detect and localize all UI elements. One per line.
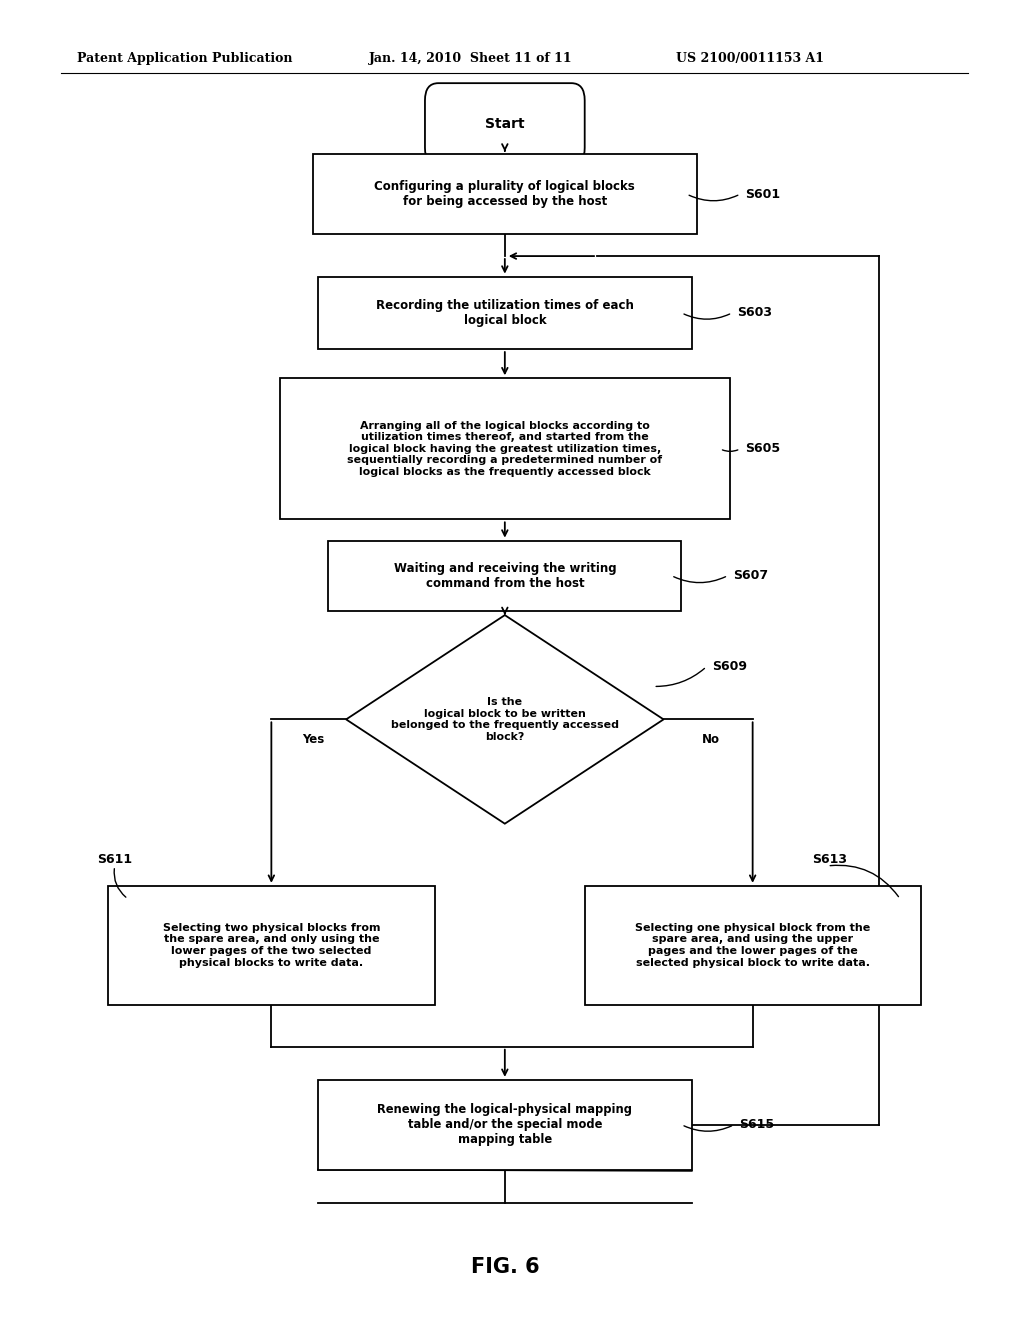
Text: US 2100/0011153 A1: US 2100/0011153 A1 xyxy=(676,51,824,65)
Text: Jan. 14, 2010  Sheet 11 of 11: Jan. 14, 2010 Sheet 11 of 11 xyxy=(369,51,572,65)
Text: S603: S603 xyxy=(737,306,772,319)
Text: Selecting two physical blocks from
the spare area, and only using the
lower page: Selecting two physical blocks from the s… xyxy=(163,923,380,968)
Text: Recording the utilization times of each
logical block: Recording the utilization times of each … xyxy=(376,298,634,327)
Text: Is the
logical block to be written
belonged to the frequently accessed
block?: Is the logical block to be written belon… xyxy=(391,697,618,742)
Text: FIG. 6: FIG. 6 xyxy=(470,1257,540,1278)
Text: S605: S605 xyxy=(745,442,780,455)
FancyBboxPatch shape xyxy=(425,83,585,165)
Polygon shape xyxy=(346,615,664,824)
Text: Yes: Yes xyxy=(302,733,325,746)
Text: Patent Application Publication: Patent Application Publication xyxy=(77,51,292,65)
FancyBboxPatch shape xyxy=(280,378,730,519)
Text: Start: Start xyxy=(485,117,524,131)
Text: S613: S613 xyxy=(812,853,847,866)
Text: S601: S601 xyxy=(745,187,780,201)
Text: S609: S609 xyxy=(712,660,746,673)
Text: No: No xyxy=(701,733,720,746)
Text: Configuring a plurality of logical blocks
for being accessed by the host: Configuring a plurality of logical block… xyxy=(375,180,635,209)
Text: Renewing the logical-physical mapping
table and/or the special mode
mapping tabl: Renewing the logical-physical mapping ta… xyxy=(377,1104,633,1146)
FancyBboxPatch shape xyxy=(317,1080,692,1170)
Text: Arranging all of the logical blocks according to
utilization times thereof, and : Arranging all of the logical blocks acco… xyxy=(347,421,663,477)
Text: Waiting and receiving the writing
command from the host: Waiting and receiving the writing comman… xyxy=(393,561,616,590)
FancyBboxPatch shape xyxy=(313,154,696,234)
Text: S611: S611 xyxy=(97,853,132,866)
FancyBboxPatch shape xyxy=(317,277,692,348)
FancyBboxPatch shape xyxy=(328,541,682,610)
Text: S607: S607 xyxy=(733,569,768,582)
FancyBboxPatch shape xyxy=(108,886,435,1005)
FancyBboxPatch shape xyxy=(585,886,921,1005)
Text: S615: S615 xyxy=(739,1118,774,1131)
Text: Selecting one physical block from the
spare area, and using the upper
pages and : Selecting one physical block from the sp… xyxy=(635,923,870,968)
